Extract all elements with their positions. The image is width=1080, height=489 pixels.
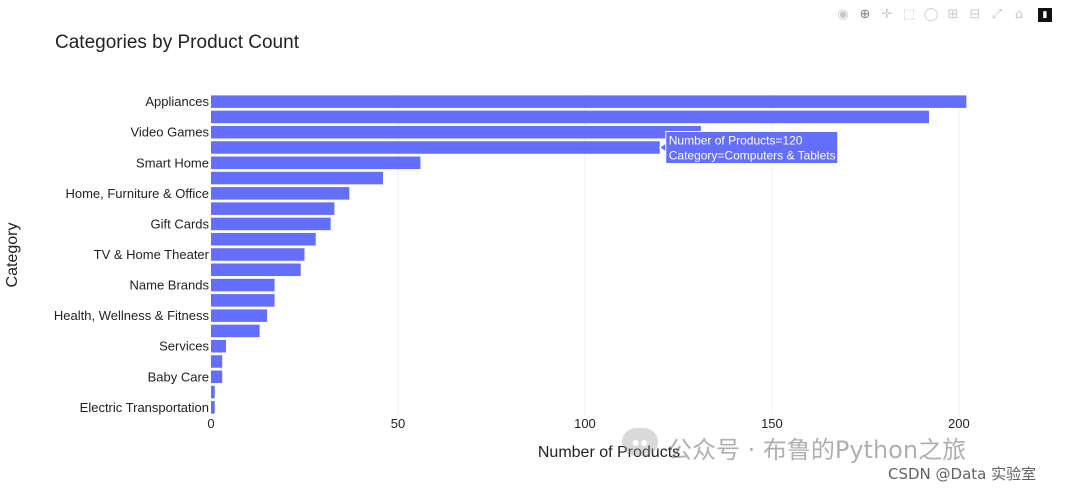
wechat-icon: ●● xyxy=(622,428,658,456)
camera-icon[interactable]: ◉ xyxy=(837,7,849,22)
bar[interactable] xyxy=(211,248,305,261)
x-tick-label: 50 xyxy=(391,416,405,431)
zoom-icon[interactable]: ⊕ xyxy=(859,7,871,22)
y-axis-tick-labels: Appliances Video Games Smart Home Home, Fur… xyxy=(54,94,210,415)
bar[interactable] xyxy=(211,187,350,200)
chart-bars[interactable] xyxy=(211,95,967,414)
bar[interactable] xyxy=(211,171,384,185)
tooltip-line-1: Number of Products=120 xyxy=(669,134,803,148)
y-tick-label: Smart Home xyxy=(136,155,209,170)
bar[interactable] xyxy=(211,339,226,353)
lasso-icon[interactable]: ◯ xyxy=(923,7,939,22)
watermark-text: 公众号 · 布鲁的Python之旅 xyxy=(668,436,967,464)
bar[interactable] xyxy=(211,278,275,292)
bar[interactable] xyxy=(211,125,701,139)
x-tick-label: 150 xyxy=(761,416,783,431)
y-tick-label: Baby Care xyxy=(148,369,209,384)
bar[interactable] xyxy=(211,294,275,307)
bar[interactable] xyxy=(211,309,268,322)
bar[interactable] xyxy=(211,156,421,170)
tooltip-box xyxy=(665,131,839,164)
x-axis-tick-labels: 0 50 100 150 200 xyxy=(207,416,969,431)
plotly-modebar: ◉ ⊕ ✛ ⬚ ◯ ⊞ ⊟ ⤢ ⌂ ▮ xyxy=(834,6,1052,24)
bar[interactable] xyxy=(211,401,215,414)
chart-title: Categories by Product Count xyxy=(55,32,300,53)
plotly-logo-icon[interactable]: ▮ xyxy=(1038,8,1052,22)
y-tick-label: Home, Furniture & Office xyxy=(65,186,209,201)
bar[interactable] xyxy=(211,141,660,154)
x-tick-label: 100 xyxy=(574,416,596,431)
bar[interactable] xyxy=(211,110,929,124)
y-tick-label: Health, Wellness & Fitness xyxy=(54,308,210,323)
bar[interactable] xyxy=(211,232,316,246)
y-tick-label: Video Games xyxy=(130,125,209,140)
y-axis-title: Category xyxy=(4,223,21,288)
autoscale-icon[interactable]: ⤢ xyxy=(991,7,1003,22)
y-tick-label: Electric Transportation xyxy=(80,400,209,415)
home-icon[interactable]: ⌂ xyxy=(1014,7,1024,22)
x-axis-title: Number of Products xyxy=(538,444,680,461)
box-select-icon[interactable]: ⬚ xyxy=(902,7,916,22)
bar[interactable] xyxy=(211,217,331,231)
tooltip-line-2: Category=Computers & Tablets xyxy=(669,149,836,163)
watermark-credit: CSDN @Data 实验室 xyxy=(888,465,1037,483)
bar[interactable] xyxy=(211,202,335,215)
hover-tooltip: Number of Products=120 Category=Computer… xyxy=(658,131,839,164)
zoom-out-icon[interactable]: ⊟ xyxy=(969,7,981,22)
bar[interactable] xyxy=(211,355,223,368)
zoom-in-icon[interactable]: ⊞ xyxy=(947,7,959,22)
y-tick-label: Gift Cards xyxy=(150,216,209,231)
y-tick-label: Appliances xyxy=(145,94,209,109)
pan-icon[interactable]: ✛ xyxy=(881,7,893,22)
bar[interactable] xyxy=(211,95,967,108)
bar[interactable] xyxy=(211,263,301,277)
bar[interactable] xyxy=(211,370,223,384)
y-tick-label: Name Brands xyxy=(130,278,210,293)
x-tick-label: 200 xyxy=(948,416,970,431)
y-tick-label: Services xyxy=(159,339,209,354)
bar[interactable] xyxy=(211,385,215,399)
x-tick-label: 0 xyxy=(207,416,214,431)
y-tick-label: TV & Home Theater xyxy=(94,247,210,262)
bar[interactable] xyxy=(211,324,260,338)
